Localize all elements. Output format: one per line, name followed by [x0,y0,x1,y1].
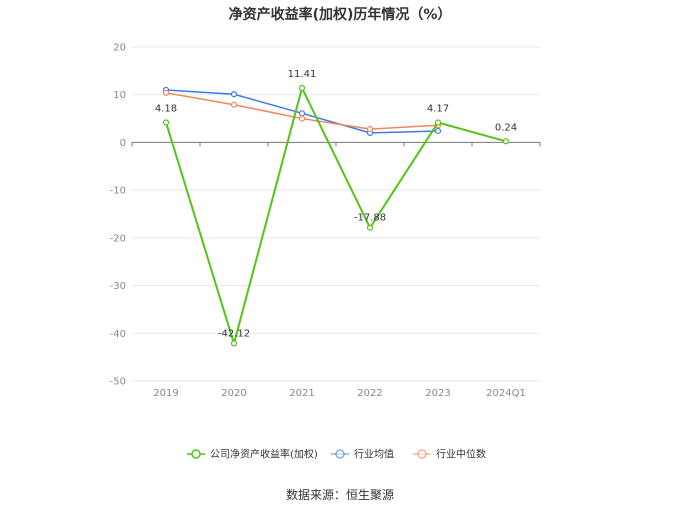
data-labels: 4.18 -42.12 11.41 -17.88 4.17 0.24 [155,69,517,339]
data-point [502,138,510,145]
y-tick-label: 0 [120,138,126,149]
series-line [165,85,507,348]
data-point [298,115,306,122]
series-lines [162,84,510,348]
data-label: -17.88 [354,213,386,224]
y-tick-label: -30 [110,281,126,292]
legend-item: 行业中位数 [413,448,486,461]
data-point [434,119,442,126]
data-point [366,125,374,133]
x-tick-label: 2022 [357,388,382,399]
data-point [298,84,306,92]
data-point [298,110,306,117]
data-point [366,224,374,231]
y-tick-label: -20 [110,233,126,244]
y-tick-label: -10 [110,186,126,197]
data-label: -42.12 [218,328,250,339]
data-label: 4.17 [427,104,449,115]
data-point [434,127,442,135]
legend: 公司净资产收益率(加权) 行业均值 行业中位数 [187,448,486,461]
data-point [162,119,170,126]
legend-item: 行业均值 [331,448,394,461]
legend-label: 行业中位数 [436,448,486,461]
x-tick-label: 2021 [289,388,314,399]
x-tick-label: 2019 [153,388,178,399]
data-label: 11.41 [288,69,317,80]
data-point [162,89,170,96]
legend-marker [191,449,201,459]
data-source-note: 数据来源：恒生聚源 [285,488,394,502]
x-axis-ticks: 2019 2020 2021 2022 2023 2024Q1 [131,142,541,399]
data-label: 4.18 [155,103,177,114]
y-tick-label: 20 [113,43,126,54]
legend-label: 行业均值 [354,448,394,461]
x-tick-label: 2023 [425,388,450,399]
chart-title: 净资产收益率(加权)历年情况（%） [228,7,452,23]
y-tick-label: -40 [110,329,126,340]
data-point [230,91,238,98]
legend-marker [335,449,345,459]
legend-item: 公司净资产收益率(加权) [187,448,318,461]
x-tick-label: 2024Q1 [486,388,526,399]
x-tick-label: 2020 [221,388,246,399]
y-tick-label: 10 [113,90,126,101]
y-tick-label: -50 [110,377,126,388]
data-point [230,340,238,347]
legend-label: 公司净资产收益率(加权) [210,448,318,461]
legend-marker [417,449,427,459]
y-axis-ticks: 20 10 0 -10 -20 -30 -40 -50 [110,43,126,388]
data-label: 0.24 [495,122,517,133]
data-point [230,101,238,108]
